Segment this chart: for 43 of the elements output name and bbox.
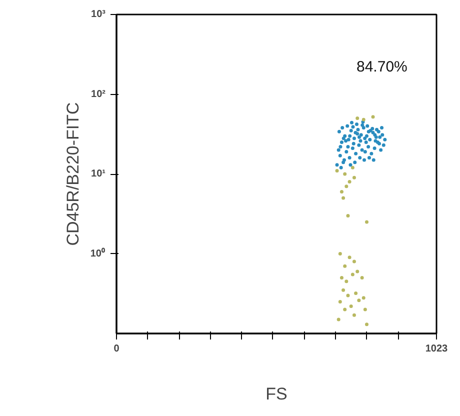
point: [364, 322, 368, 326]
point: [362, 296, 366, 300]
point: [364, 220, 368, 224]
x-tick-label: 1023: [425, 344, 448, 354]
point: [344, 184, 348, 188]
point: [346, 294, 350, 298]
point: [352, 176, 356, 180]
y-tick-label: 10²: [91, 88, 106, 100]
point: [350, 272, 354, 276]
point: [338, 252, 342, 256]
x-tick-label: 0: [114, 344, 120, 354]
point: [340, 276, 344, 280]
point: [371, 115, 375, 119]
point: [349, 304, 353, 308]
point: [340, 190, 344, 194]
x-axis-title: FS: [266, 384, 288, 404]
point: [335, 168, 339, 172]
point: [363, 308, 367, 312]
point: [348, 256, 352, 260]
point: [350, 166, 354, 170]
point: [360, 276, 364, 280]
point: [338, 300, 342, 304]
point: [344, 280, 348, 284]
point: [343, 308, 347, 312]
point: [348, 180, 352, 184]
point: [343, 172, 347, 176]
y-tick-label: 10⁰: [90, 247, 106, 260]
point: [356, 270, 360, 274]
point: [342, 196, 346, 200]
annotation: 84.70%: [356, 58, 408, 76]
y-tick-label: 10¹: [91, 168, 106, 180]
point: [336, 318, 340, 322]
point: [354, 291, 358, 295]
point: [362, 118, 366, 122]
point: [352, 313, 356, 317]
point: [346, 214, 350, 218]
point: [342, 288, 346, 292]
point: [356, 116, 360, 120]
y-axis-title: CD45R/B220-FITC: [63, 102, 82, 246]
point: [343, 264, 347, 268]
point: [352, 260, 356, 264]
y-tick-label: 10³: [91, 9, 106, 20]
point: [357, 298, 361, 302]
